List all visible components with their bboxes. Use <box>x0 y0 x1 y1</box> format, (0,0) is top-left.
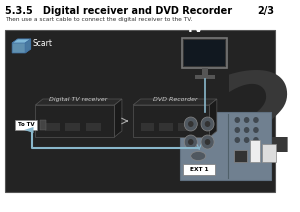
Circle shape <box>244 117 249 123</box>
Polygon shape <box>12 39 31 43</box>
Circle shape <box>201 117 214 131</box>
Text: Scart: Scart <box>33 39 52 48</box>
Bar <box>5 30 274 192</box>
Bar <box>178 123 192 131</box>
Polygon shape <box>25 39 31 53</box>
Text: EXT 1: EXT 1 <box>190 167 208 172</box>
Bar <box>15 120 37 130</box>
Circle shape <box>253 127 259 133</box>
Bar <box>180 112 271 180</box>
Circle shape <box>235 117 240 123</box>
Bar <box>133 105 209 137</box>
Circle shape <box>205 139 210 145</box>
Polygon shape <box>24 127 34 133</box>
Text: TV: TV <box>186 22 205 35</box>
Circle shape <box>184 117 197 131</box>
Bar <box>182 38 227 68</box>
Text: 2: 2 <box>219 67 296 174</box>
Polygon shape <box>209 99 217 137</box>
Circle shape <box>188 121 194 127</box>
Text: Then use a scart cable to connect the digital receiver to the TV.: Then use a scart cable to connect the di… <box>5 17 192 22</box>
Ellipse shape <box>191 152 206 160</box>
Bar <box>85 123 100 131</box>
Bar <box>184 40 225 66</box>
Polygon shape <box>35 99 122 105</box>
Bar <box>262 144 276 162</box>
Bar <box>250 140 260 162</box>
Circle shape <box>184 135 197 149</box>
Circle shape <box>201 135 214 149</box>
Text: 5.3.5   Digital receiver and DVD Recorder: 5.3.5 Digital receiver and DVD Recorder <box>5 6 232 16</box>
Polygon shape <box>12 39 31 53</box>
Bar <box>45 123 60 131</box>
Circle shape <box>244 127 249 133</box>
Polygon shape <box>133 99 217 105</box>
Text: Digital TV receiver: Digital TV receiver <box>50 97 108 102</box>
Bar <box>183 164 215 175</box>
Bar <box>159 123 173 131</box>
Circle shape <box>235 137 240 143</box>
Circle shape <box>235 127 240 133</box>
Circle shape <box>253 137 259 143</box>
Bar <box>35 105 115 137</box>
Circle shape <box>244 137 249 143</box>
Bar <box>140 123 154 131</box>
Bar <box>202 68 208 75</box>
Polygon shape <box>115 99 122 137</box>
Text: To TV: To TV <box>18 123 34 127</box>
Bar <box>65 123 80 131</box>
Bar <box>234 150 247 162</box>
Text: DVD Recorder: DVD Recorder <box>153 97 197 102</box>
Text: 2/3: 2/3 <box>257 6 274 16</box>
Circle shape <box>205 121 210 127</box>
Circle shape <box>253 117 259 123</box>
Circle shape <box>188 139 194 145</box>
Bar <box>194 75 215 79</box>
Bar <box>40 120 46 130</box>
